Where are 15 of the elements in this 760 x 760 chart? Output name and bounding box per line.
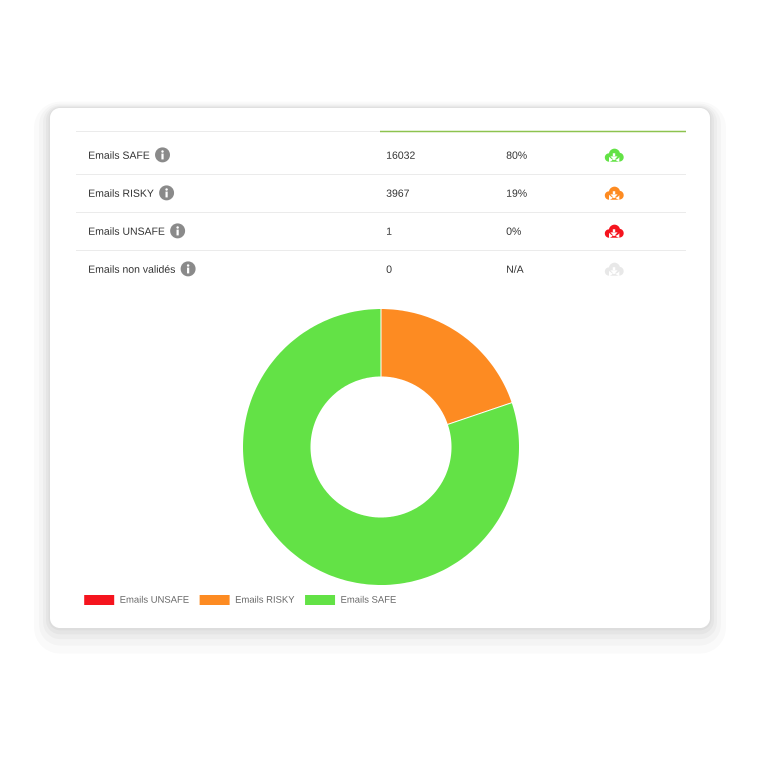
- legend-label: Emails SAFE: [341, 596, 396, 603]
- category-label: Emails UNSAFE: [89, 227, 164, 235]
- category-label: Emails non validés: [89, 265, 176, 273]
- data-label: 1: [387, 228, 392, 235]
- text: N/A: [507, 265, 524, 273]
- legend-label: Emails RISKY: [236, 596, 294, 603]
- data-label: 3967: [386, 190, 409, 197]
- category-label: Emails SAFE: [89, 151, 150, 159]
- text: 19%: [507, 190, 527, 197]
- text: 0%: [506, 228, 521, 235]
- data-label: 0: [386, 266, 392, 273]
- text: 80%: [506, 152, 527, 159]
- category-label: Emails RISKY: [89, 189, 154, 197]
- data-label: 16032: [387, 152, 415, 159]
- legend-label: Emails UNSAFE: [120, 596, 189, 603]
